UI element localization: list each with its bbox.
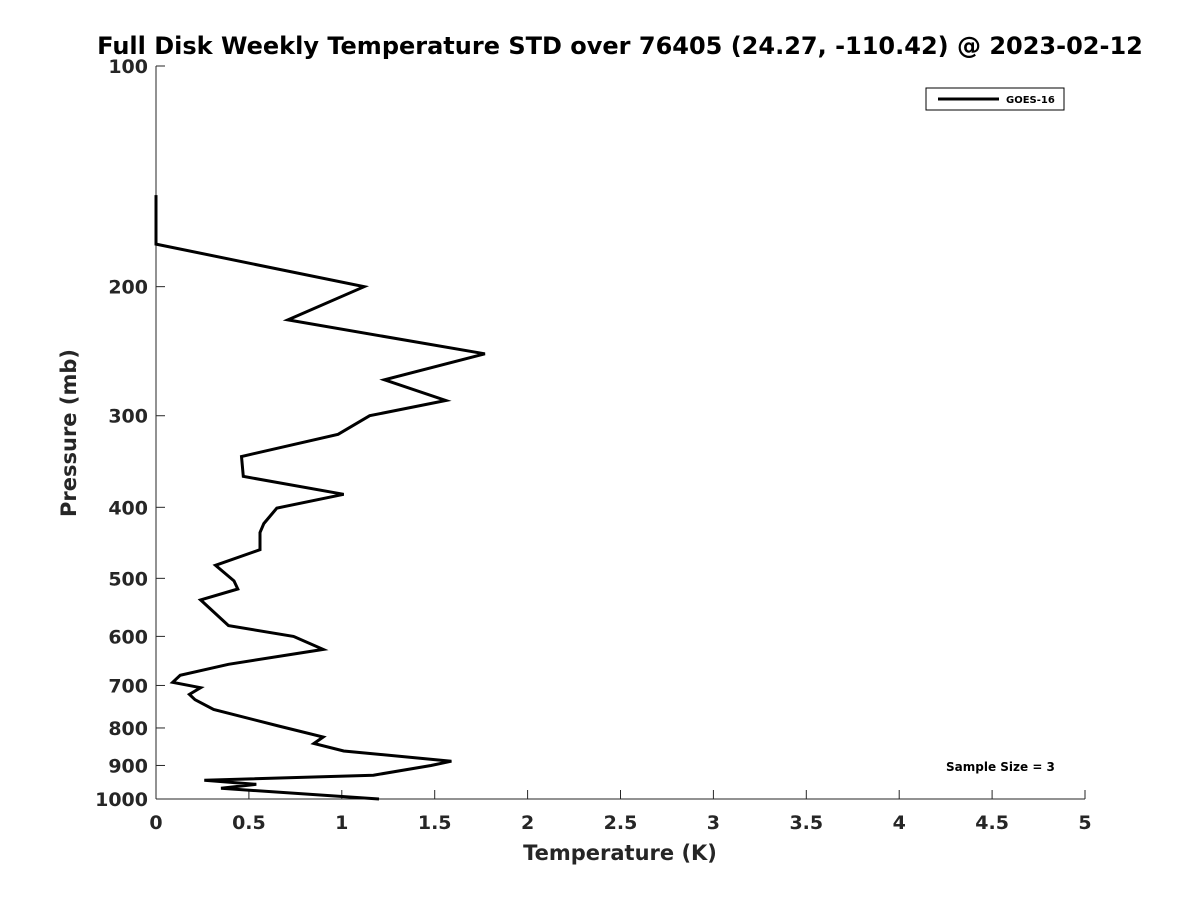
x-tick-label: 1: [335, 812, 348, 834]
x-tick-label: 4.5: [975, 812, 1009, 834]
x-axis-label: Temperature (K): [523, 841, 717, 865]
x-tick-label: 0: [149, 812, 162, 834]
x-tick-label: 4: [893, 812, 906, 834]
chart-title: Full Disk Weekly Temperature STD over 76…: [97, 32, 1143, 60]
y-tick-label: 500: [108, 568, 148, 590]
x-tick-label: 3: [707, 812, 720, 834]
y-tick-label: 1000: [95, 789, 148, 811]
series-line-goes-16: [154, 195, 486, 801]
x-tick-label: 3.5: [789, 812, 823, 834]
x-tick-label: 5: [1078, 812, 1091, 834]
x-tick-label: 2.5: [604, 812, 638, 834]
y-tick-label: 100: [108, 56, 148, 78]
y-axis-label: Pressure (mb): [57, 349, 81, 517]
legend-label-goes-16: GOES-16: [1006, 95, 1055, 106]
y-tick-label: 200: [108, 277, 148, 299]
y-tick-label: 900: [108, 755, 148, 777]
legend: GOES-16: [925, 87, 1065, 111]
y-tick-label: 700: [108, 675, 148, 697]
sample-size-annotation: Sample Size = 3: [946, 760, 1055, 774]
x-tick-label: 0.5: [232, 812, 266, 834]
y-tick-label: 400: [108, 497, 148, 519]
x-tick-label: 1.5: [418, 812, 452, 834]
y-tick-label: 600: [108, 626, 148, 648]
x-tick-label: 2: [521, 812, 534, 834]
y-tick-label: 800: [108, 718, 148, 740]
plot-area: 0 0.5 1 1.5 2 2.5 3 3.5 4 4.5 5 100 200 300 400 500 600 7…: [95, 56, 1092, 834]
y-tick-label: 300: [108, 406, 148, 428]
